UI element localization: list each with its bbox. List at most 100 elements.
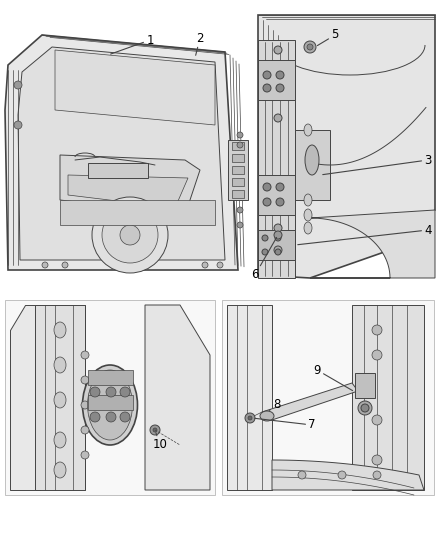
Circle shape bbox=[263, 71, 271, 79]
Circle shape bbox=[237, 142, 243, 148]
Circle shape bbox=[102, 207, 158, 263]
Circle shape bbox=[237, 207, 243, 213]
Polygon shape bbox=[5, 35, 238, 270]
Text: 1: 1 bbox=[111, 34, 154, 54]
Circle shape bbox=[248, 416, 252, 420]
Circle shape bbox=[263, 84, 271, 92]
Text: 2: 2 bbox=[196, 31, 204, 55]
Bar bbox=[5, 300, 215, 495]
Ellipse shape bbox=[304, 209, 312, 221]
Bar bbox=[232, 154, 244, 162]
Circle shape bbox=[298, 471, 306, 479]
Circle shape bbox=[263, 198, 271, 206]
Circle shape bbox=[62, 262, 68, 268]
Polygon shape bbox=[227, 305, 272, 490]
Circle shape bbox=[153, 428, 157, 432]
Circle shape bbox=[276, 198, 284, 206]
Ellipse shape bbox=[54, 357, 66, 373]
Circle shape bbox=[307, 44, 313, 50]
Polygon shape bbox=[55, 50, 215, 125]
Circle shape bbox=[90, 387, 100, 397]
Polygon shape bbox=[228, 140, 248, 200]
Circle shape bbox=[81, 451, 89, 459]
Circle shape bbox=[217, 262, 223, 268]
Bar bbox=[222, 300, 434, 495]
Ellipse shape bbox=[304, 124, 312, 136]
Polygon shape bbox=[295, 130, 330, 200]
Ellipse shape bbox=[54, 462, 66, 478]
Circle shape bbox=[304, 41, 316, 53]
Circle shape bbox=[262, 249, 268, 255]
Ellipse shape bbox=[54, 392, 66, 408]
Bar bbox=[60, 200, 215, 225]
Circle shape bbox=[274, 224, 282, 232]
Ellipse shape bbox=[305, 145, 319, 175]
Circle shape bbox=[276, 84, 284, 92]
Bar bbox=[232, 142, 244, 150]
Polygon shape bbox=[60, 155, 200, 215]
Circle shape bbox=[276, 71, 284, 79]
Polygon shape bbox=[272, 460, 424, 490]
Circle shape bbox=[373, 471, 381, 479]
Circle shape bbox=[237, 222, 243, 228]
Bar bbox=[88, 370, 133, 385]
Ellipse shape bbox=[304, 222, 312, 234]
Circle shape bbox=[274, 231, 282, 239]
Bar bbox=[88, 395, 133, 410]
Ellipse shape bbox=[82, 365, 138, 445]
Polygon shape bbox=[258, 175, 295, 215]
Text: 8: 8 bbox=[269, 399, 281, 411]
Circle shape bbox=[263, 183, 271, 191]
Circle shape bbox=[120, 225, 140, 245]
Circle shape bbox=[274, 114, 282, 122]
Circle shape bbox=[92, 197, 168, 273]
Circle shape bbox=[275, 235, 281, 241]
Text: 10: 10 bbox=[152, 433, 167, 451]
Text: 9: 9 bbox=[313, 364, 353, 391]
Bar bbox=[232, 190, 244, 198]
Circle shape bbox=[372, 350, 382, 360]
Circle shape bbox=[361, 404, 369, 412]
Ellipse shape bbox=[260, 411, 274, 421]
Circle shape bbox=[120, 412, 130, 422]
Circle shape bbox=[120, 387, 130, 397]
Polygon shape bbox=[258, 15, 435, 278]
Circle shape bbox=[150, 425, 160, 435]
Circle shape bbox=[202, 262, 208, 268]
Text: 6: 6 bbox=[251, 237, 277, 281]
Bar bbox=[88, 163, 148, 178]
Text: 5: 5 bbox=[318, 28, 339, 45]
Ellipse shape bbox=[88, 370, 133, 440]
Polygon shape bbox=[258, 230, 295, 260]
Circle shape bbox=[245, 413, 255, 423]
Circle shape bbox=[358, 401, 372, 415]
Circle shape bbox=[106, 387, 116, 397]
Polygon shape bbox=[258, 40, 295, 278]
Circle shape bbox=[372, 455, 382, 465]
Circle shape bbox=[275, 249, 281, 255]
Circle shape bbox=[262, 235, 268, 241]
Circle shape bbox=[106, 412, 116, 422]
Circle shape bbox=[81, 401, 89, 409]
Circle shape bbox=[237, 132, 243, 138]
Circle shape bbox=[14, 81, 22, 89]
Circle shape bbox=[338, 471, 346, 479]
Text: 3: 3 bbox=[323, 154, 432, 175]
Circle shape bbox=[81, 351, 89, 359]
Circle shape bbox=[90, 412, 100, 422]
Circle shape bbox=[274, 246, 282, 254]
Text: 7: 7 bbox=[255, 418, 316, 432]
Circle shape bbox=[81, 376, 89, 384]
Circle shape bbox=[81, 426, 89, 434]
Polygon shape bbox=[145, 305, 210, 490]
Polygon shape bbox=[352, 305, 424, 490]
Bar bbox=[232, 178, 244, 186]
Bar bbox=[232, 166, 244, 174]
Circle shape bbox=[372, 325, 382, 335]
Polygon shape bbox=[68, 175, 188, 208]
Polygon shape bbox=[35, 305, 85, 490]
Polygon shape bbox=[262, 383, 358, 420]
Ellipse shape bbox=[54, 322, 66, 338]
Circle shape bbox=[14, 121, 22, 129]
Circle shape bbox=[372, 415, 382, 425]
